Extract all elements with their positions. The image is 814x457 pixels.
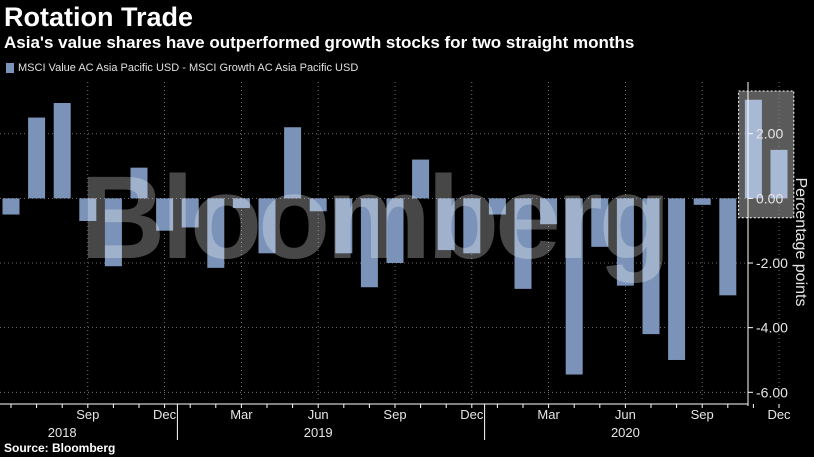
source-note: Source: Bloomberg [4,441,116,455]
bar [79,198,97,221]
bar [616,198,634,286]
bar [463,198,481,254]
bar [591,198,609,247]
bar [28,117,46,199]
axes: 2.00 0.00 -2.00 -4.00 -6.00 Percentage points… [0,82,809,440]
bar [770,149,788,199]
bar [488,198,506,215]
bar [207,198,225,268]
legend: MSCI Value AC Asia Pacific USD - MSCI Gr… [6,62,358,74]
bar [565,198,583,375]
bar [514,198,532,289]
bar [335,198,353,254]
x-tick-label: Dec [767,407,791,422]
bar [360,198,378,288]
x-tick-label: Dec [153,407,177,422]
bar [130,167,148,199]
x-tick-label: Jun [308,407,329,422]
bar [693,198,711,205]
x-year-label: 2019 [304,425,333,440]
x-tick-label: Jun [615,407,636,422]
bar [258,198,276,254]
x-tick-label: Mar [537,407,560,422]
x-tick-label: Dec [460,407,484,422]
bar [181,198,199,228]
bar [437,198,455,251]
y-tick-label: -6.00 [756,384,788,400]
x-year-label: 2020 [611,425,640,440]
bar [156,198,174,231]
bar [232,198,250,209]
y-tick-label: 2.00 [756,126,783,142]
y-tick-label: 0.00 [756,190,783,206]
y-axis-title: Percentage points [792,178,809,307]
bar [412,159,430,199]
x-tick-label: Sep [76,407,99,422]
legend-label: MSCI Value AC Asia Pacific USD - MSCI Gr… [18,62,359,74]
x-tick-label: Sep [383,407,406,422]
x-tick-label: Sep [691,407,714,422]
bars [2,99,788,375]
bar [642,198,660,335]
chart-title: Rotation Trade [4,2,194,32]
bar [104,198,122,267]
x-year-label: 2018 [48,425,77,440]
bar [53,103,71,199]
x-tick-label: Mar [230,407,253,422]
bar [719,198,737,296]
bar [309,198,327,212]
legend-swatch [6,63,14,73]
bar [668,198,686,360]
bar [284,127,302,199]
y-tick-label: -4.00 [756,320,788,336]
y-tick-label: -2.00 [756,255,788,271]
chart-subtitle: Asia's value shares have outperformed gr… [4,33,635,52]
bar [540,198,558,225]
bar [744,99,762,199]
bar [386,198,404,264]
bar [2,198,20,215]
